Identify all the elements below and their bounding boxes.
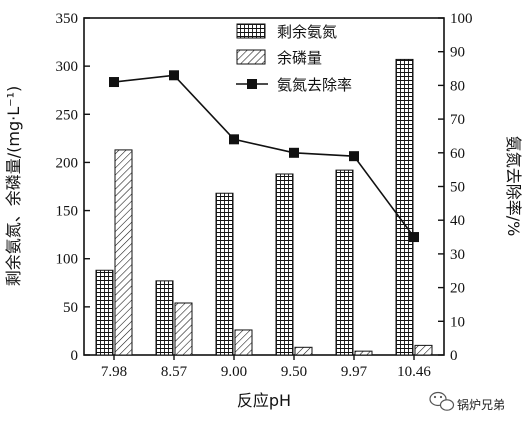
bar-residual-phosphorus: [174, 302, 193, 356]
bar-remaining-ammonia: [275, 173, 294, 356]
x-axis-tick-label: 9.97: [341, 364, 368, 380]
left-axis-tick-label: 50: [63, 300, 78, 316]
right-axis-title: 氨氮去除率/%: [504, 136, 523, 237]
axis-ticks: [84, 17, 444, 360]
bar-residual-phosphorus: [294, 346, 313, 356]
left-axis-tick-label: 200: [56, 155, 79, 171]
watermark-text: 锅炉兄弟: [457, 397, 505, 412]
point-removal-rate: [109, 77, 119, 88]
left-axis-tick-label: 350: [56, 11, 79, 27]
right-axis-tick-label: 40: [450, 213, 465, 229]
x-axis-tick-label: 9.00: [221, 364, 247, 380]
right-axis-tick-label: 100: [450, 11, 473, 27]
right-axis-tick-label: 70: [450, 112, 465, 128]
plot-frame: [83, 17, 445, 356]
x-axis-tick-label: 8.57: [161, 364, 188, 380]
bar-remaining-ammonia: [395, 58, 414, 356]
legend-label-residual-phosphorus: 余磷量: [277, 49, 322, 67]
line-series: [109, 70, 419, 243]
bar-residual-phosphorus: [234, 329, 253, 356]
right-axis-tick-label: 20: [450, 281, 465, 297]
right-axis-tick-label: 90: [450, 45, 465, 61]
right-axis-tick-label: 10: [450, 314, 465, 330]
right-axis-tick-label: 80: [450, 78, 465, 94]
bar-remaining-ammonia: [95, 269, 114, 356]
line-removal-rate: [113, 74, 415, 238]
right-axis-tick-label: 0: [450, 348, 458, 364]
left-axis-tick-label: 100: [56, 252, 79, 268]
bar-series: [95, 58, 433, 356]
bar-remaining-ammonia: [155, 280, 174, 356]
legend-marker-removal-rate: [247, 79, 257, 89]
wechat-logo-icon: [429, 391, 455, 411]
point-removal-rate: [409, 232, 419, 243]
watermark: 锅炉兄弟: [429, 391, 505, 412]
tick-labels: 0 50 100 150 200 250 300 350 0 10 20 30 40 50 60 70 80 90…: [56, 11, 473, 380]
point-removal-rate: [169, 70, 179, 81]
plot-area: [83, 17, 445, 356]
legend-label-removal-rate: 氨氮去除率: [277, 76, 352, 94]
point-removal-rate: [229, 134, 239, 145]
x-axis-title: 反应pH: [237, 391, 291, 410]
legend: 剩余氨氮 余磷量 氨氮去除率: [236, 23, 352, 94]
bar-residual-phosphorus: [414, 344, 433, 356]
left-axis-tick-label: 300: [56, 59, 79, 75]
legend-label-remaining-ammonia: 剩余氨氮: [277, 23, 337, 41]
legend-swatch-residual-phosphorus: [236, 49, 266, 65]
x-axis-tick-label: 7.98: [101, 364, 127, 380]
bar-residual-phosphorus: [354, 350, 373, 356]
legend-swatch-remaining-ammonia: [236, 23, 266, 39]
right-axis-tick-label: 30: [450, 247, 465, 263]
x-axis-tick-label: 9.50: [281, 364, 307, 380]
bar-remaining-ammonia: [335, 169, 354, 356]
left-axis-tick-label: 0: [71, 348, 79, 364]
point-removal-rate: [289, 147, 299, 158]
bar-remaining-ammonia: [215, 192, 234, 356]
left-axis-title: 剩余氨氮、余磷量/(mg·L⁻¹): [4, 86, 23, 286]
bar-residual-phosphorus: [114, 149, 133, 356]
right-axis-tick-label: 60: [450, 146, 465, 162]
x-axis-tick-label: 10.46: [397, 364, 431, 380]
point-removal-rate: [349, 151, 359, 162]
left-axis-tick-label: 250: [56, 107, 79, 123]
left-axis-tick-label: 150: [56, 204, 79, 220]
right-axis-tick-label: 50: [450, 180, 465, 196]
